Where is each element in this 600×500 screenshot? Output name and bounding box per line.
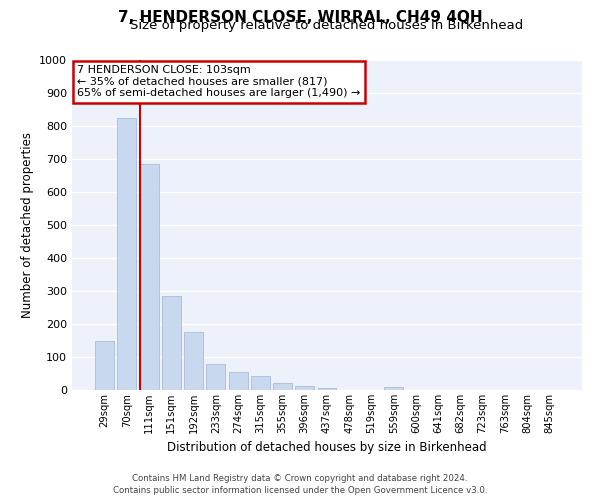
Title: Size of property relative to detached houses in Birkenhead: Size of property relative to detached ho… bbox=[130, 20, 524, 32]
Bar bbox=[317, 388, 337, 390]
Bar bbox=[95, 340, 114, 390]
Y-axis label: Number of detached properties: Number of detached properties bbox=[20, 132, 34, 318]
Text: Contains HM Land Registry data © Crown copyright and database right 2024.
Contai: Contains HM Land Registry data © Crown c… bbox=[113, 474, 487, 495]
Bar bbox=[251, 376, 270, 390]
Bar bbox=[229, 372, 248, 390]
Bar bbox=[384, 386, 403, 390]
Bar bbox=[162, 296, 181, 390]
Bar bbox=[118, 118, 136, 390]
Text: 7, HENDERSON CLOSE, WIRRAL, CH49 4QH: 7, HENDERSON CLOSE, WIRRAL, CH49 4QH bbox=[118, 10, 482, 25]
Bar bbox=[140, 164, 158, 390]
Bar bbox=[273, 384, 292, 390]
Bar bbox=[184, 332, 203, 390]
X-axis label: Distribution of detached houses by size in Birkenhead: Distribution of detached houses by size … bbox=[167, 442, 487, 454]
Bar bbox=[206, 364, 225, 390]
Text: 7 HENDERSON CLOSE: 103sqm
← 35% of detached houses are smaller (817)
65% of semi: 7 HENDERSON CLOSE: 103sqm ← 35% of detac… bbox=[77, 65, 361, 98]
Bar bbox=[295, 386, 314, 390]
